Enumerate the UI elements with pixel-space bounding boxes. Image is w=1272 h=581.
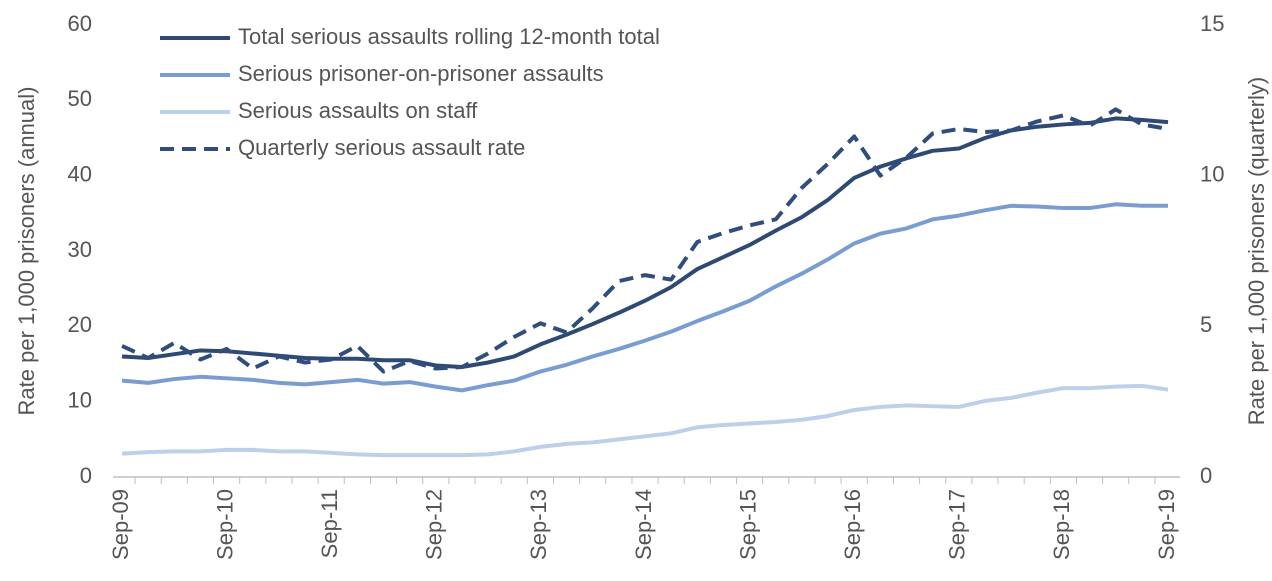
legend-label: Quarterly serious assault rate	[238, 135, 525, 160]
y-tick-label: 50	[68, 86, 92, 111]
legend-label: Total serious assaults rolling 12-month …	[238, 24, 660, 49]
y-tick-label: 40	[68, 161, 92, 186]
series-line	[121, 107, 1169, 374]
x-tick-label: Sep-14	[631, 489, 656, 560]
y2-tick-label: 5	[1200, 312, 1212, 337]
x-tick-label: Sep-12	[422, 489, 447, 560]
legend-label: Serious prisoner-on-prisoner assaults	[238, 61, 604, 86]
x-tick-label: Sep-15	[735, 489, 760, 560]
y-tick-label: 20	[68, 312, 92, 337]
y-tick-label: 0	[80, 463, 92, 488]
series-line	[121, 202, 1168, 393]
series-line	[121, 383, 1169, 458]
x-tick-label: Sep-11	[317, 489, 342, 558]
legend-label: Serious assaults on staff	[238, 98, 478, 123]
x-tick-label: Sep-17	[945, 489, 970, 560]
y-axis-label: Rate per 1,000 prisoners (annual)	[14, 87, 39, 416]
y2-tick-label: 0	[1200, 463, 1212, 488]
x-tick-label: Sep-10	[212, 489, 237, 560]
x-tick-label: Sep-18	[1049, 489, 1074, 560]
y-tick-label: 30	[68, 237, 92, 262]
y2-tick-label: 10	[1200, 161, 1224, 186]
y-tick-label: 10	[68, 387, 92, 412]
y2-axis-label: Rate per 1,000 prisoners (quarterly)	[1244, 77, 1269, 426]
x-tick-label: Sep-19	[1154, 489, 1179, 560]
y-tick-label: 60	[68, 11, 92, 36]
x-tick-label: Sep-13	[526, 489, 551, 560]
series-line	[121, 116, 1169, 370]
y2-tick-label: 15	[1200, 11, 1224, 36]
x-tick-label: Sep-16	[840, 489, 865, 560]
x-tick-label: Sep-09	[108, 489, 133, 560]
